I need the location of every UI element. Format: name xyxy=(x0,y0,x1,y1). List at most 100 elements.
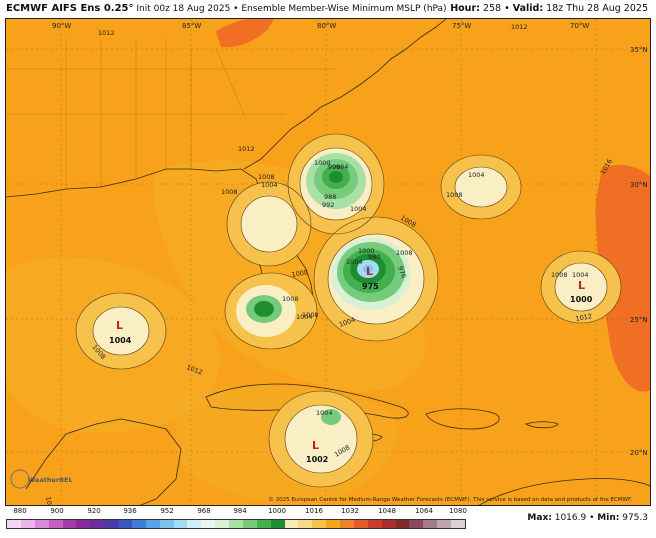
low-symbol: L xyxy=(366,265,373,278)
min-value: 975.3 xyxy=(622,513,648,523)
copyright-credit: © 2025 European Centre for Medium-Range … xyxy=(268,497,632,503)
isobars xyxy=(75,133,622,488)
product-subtitle: Init 00z 18 Aug 2025 • Ensemble Member-W… xyxy=(136,4,447,14)
high-pressure-north xyxy=(216,19,274,48)
colorbar-swatch xyxy=(409,520,424,528)
contour-label: 1008 xyxy=(221,188,238,196)
contour-label: 1004 xyxy=(261,181,278,189)
valid-label: Valid: xyxy=(512,3,544,14)
low-marker-1000: L 1000 xyxy=(570,279,593,304)
colorbar-swatch xyxy=(173,520,188,528)
low-symbol: L xyxy=(578,279,585,292)
colorbar-swatch xyxy=(20,520,35,528)
contour-label: 1012 xyxy=(575,312,593,323)
colorbar-swatch xyxy=(90,520,105,528)
colorbar-swatch xyxy=(34,520,49,528)
contour-label: 1008 xyxy=(291,268,309,279)
colorbar-tick: 1000 xyxy=(268,507,286,515)
colorbar-swatch xyxy=(48,520,63,528)
high-pressure-east xyxy=(595,164,650,392)
contour-label: 1004 xyxy=(296,313,313,321)
contour-label: 1012 xyxy=(238,145,255,153)
south-florida-low-system xyxy=(225,273,317,349)
colorbar-tick: 984 xyxy=(233,507,247,515)
header-right: Hour: 258 • Valid: 18z Thu 28 Aug 2025 xyxy=(450,3,648,14)
header-left: ECMWF AIFS Ens 0.25° Init 00z 18 Aug 202… xyxy=(6,0,447,18)
lon-label-80w: 80°W xyxy=(317,22,336,30)
colorbar-swatch xyxy=(145,520,160,528)
low-value: 975 xyxy=(362,282,379,291)
map-header: ECMWF AIFS Ens 0.25° Init 00z 18 Aug 202… xyxy=(0,0,656,18)
contour-label: 1012 xyxy=(98,29,115,37)
colorbar-swatch xyxy=(340,520,354,528)
colorbar-swatch xyxy=(242,520,257,528)
lat-label-35n: 35°N xyxy=(630,46,648,54)
contour-label: 1008 xyxy=(258,173,275,181)
colorbar-swatch xyxy=(437,520,451,528)
colorbar-swatch xyxy=(201,520,216,528)
caribbean-low-system xyxy=(269,391,373,487)
lon-label-85w: 85°W xyxy=(182,22,201,30)
colorbar-swatch xyxy=(270,520,285,528)
colorbar-tick: 1064 xyxy=(415,507,433,515)
lon-label-75w: 75°W xyxy=(452,22,471,30)
low-value: 1002 xyxy=(306,455,328,464)
min-label: Min: xyxy=(597,513,620,523)
colorbar-swatch xyxy=(7,520,21,528)
colorbar-swatch xyxy=(284,520,299,528)
colorbar-tick: 1032 xyxy=(341,507,359,515)
hour-label: Hour: xyxy=(450,3,480,14)
colorbar-tick: 1016 xyxy=(305,507,323,515)
hour-value: 258 xyxy=(482,3,502,14)
contour-label: 988 xyxy=(324,193,336,201)
colorbar-swatch xyxy=(256,520,271,528)
colorbar-tick: 968 xyxy=(197,507,211,515)
colorbar-swatch xyxy=(76,520,91,528)
low-markers: L 975 L 1004 L 1000 L 1002 xyxy=(109,265,593,464)
mslp-map: 90°W 85°W 80°W 75°W 70°W 35°N 30°N 25°N … xyxy=(5,18,651,506)
contour-label: 992 xyxy=(322,201,334,209)
contour-label: 1004 xyxy=(572,271,589,279)
map-svg: 90°W 85°W 80°W 75°W 70°W 35°N 30°N 25°N … xyxy=(6,19,650,506)
colorbar-swatch xyxy=(381,520,396,528)
colorbar-tick: 880 xyxy=(13,507,27,515)
lon-label-70w: 70°W xyxy=(570,22,589,30)
colorbar-swatch xyxy=(353,520,368,528)
colorbar-tick: 1048 xyxy=(378,507,396,515)
colorbar-tick: 1080 xyxy=(449,507,467,515)
contour-label: 1008 xyxy=(282,295,299,303)
colorbar-tick: 952 xyxy=(160,507,174,515)
contour-label: 1008 xyxy=(302,311,319,319)
colorbar-swatch xyxy=(104,520,118,528)
lat-label-30n: 30°N xyxy=(630,181,648,189)
graticule-labels: 90°W 85°W 80°W 75°W 70°W 35°N 30°N 25°N … xyxy=(52,22,648,457)
low-value: 1004 xyxy=(109,336,132,345)
contour-label: 1004 xyxy=(316,409,333,417)
main-hurricane-system xyxy=(314,217,438,341)
colorbar-swatch xyxy=(395,520,410,528)
low-value: 1000 xyxy=(570,295,593,304)
contour-label: 1008 xyxy=(551,271,568,279)
contour-label: 1012 xyxy=(44,496,55,506)
florida-low-system xyxy=(227,182,311,266)
colorbar-swatches xyxy=(6,519,466,529)
colorbar-swatch xyxy=(159,520,174,528)
svg-text:WeatherBELL: WeatherBELL xyxy=(28,476,72,484)
colorbar-swatch xyxy=(298,520,313,528)
low-marker-1002: L 1002 xyxy=(306,439,328,464)
far-east-low-system xyxy=(541,251,621,323)
contour-label: 1000 xyxy=(314,159,331,167)
colorbar-swatch xyxy=(423,520,438,528)
atlantic-north-low-system xyxy=(288,134,384,234)
colorbar-tick-labels: 880 900 920 936 952 968 984 1000 1016 10… xyxy=(6,507,467,518)
contour-label: 984 xyxy=(336,163,348,171)
colorbar-swatch xyxy=(62,520,77,528)
colorbar-swatch xyxy=(187,520,202,528)
pressure-colorbar: 880 900 920 936 952 968 984 1000 1016 10… xyxy=(6,507,467,537)
colorbar-swatch xyxy=(367,520,382,528)
contour-label: 976 xyxy=(396,265,408,279)
valid-value: 18z Thu 28 Aug 2025 xyxy=(546,3,648,14)
contour-label: 980 xyxy=(368,253,380,261)
lon-label-90w: 90°W xyxy=(52,22,71,30)
colorbar-tick: 936 xyxy=(123,507,137,515)
